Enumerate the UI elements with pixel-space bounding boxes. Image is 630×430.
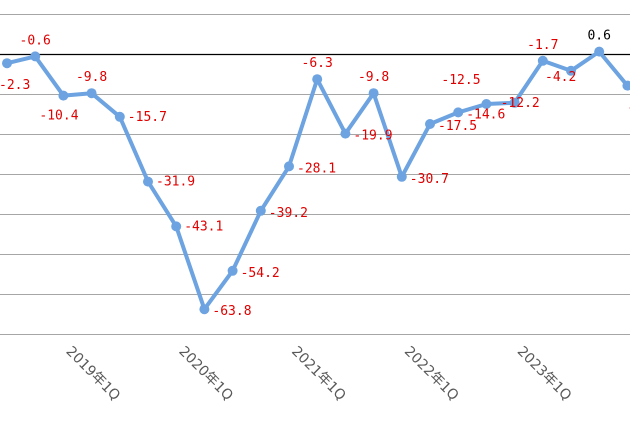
data-point: [566, 65, 576, 76]
data-label: -4.2: [545, 70, 576, 85]
data-label: -54.2: [241, 266, 280, 281]
data-point: [368, 88, 379, 99]
data-label: -0.6: [20, 33, 51, 48]
x-tick-label: 2020年1Q: [175, 344, 236, 405]
data-point: [537, 55, 548, 66]
data-point: [227, 265, 238, 276]
data-label: -28.1: [297, 161, 336, 176]
data-point: [284, 161, 294, 172]
x-axis-tick-labels: 2019年1Q 2020年1Q 2021年1Q 2022年1Q 2023年1Q 20: [63, 344, 630, 405]
data-point: [255, 205, 266, 216]
data-point: [622, 80, 630, 91]
data-point: [58, 90, 69, 101]
series-line: [5, 49, 630, 312]
data-point: [509, 97, 520, 108]
data-label: -9.8: [76, 70, 107, 85]
gridlines: [0, 14, 630, 335]
data-label: -14.6: [466, 107, 505, 122]
data-label: -15.7: [128, 110, 167, 125]
data-point: [2, 58, 12, 69]
data-label: -10.4: [39, 109, 78, 124]
x-tick-label: 2022年1Q: [401, 344, 462, 405]
data-label: -: [627, 101, 630, 116]
data-point: [171, 221, 182, 232]
data-point: [425, 119, 435, 129]
data-label: 0.6: [587, 29, 610, 44]
x-tick-label: 20: [627, 344, 630, 368]
data-point: [199, 304, 210, 315]
data-label: -1.7: [527, 38, 558, 53]
data-label: -19.9: [353, 129, 392, 144]
data-point: [312, 74, 323, 85]
data-point: [453, 107, 464, 118]
data-label: -43.1: [184, 219, 223, 234]
data-label: -12.5: [441, 73, 480, 88]
data-point: [396, 171, 407, 182]
data-label: -39.2: [269, 206, 308, 221]
data-label: -6.3: [302, 56, 333, 71]
data-point: [114, 111, 125, 122]
series-line-group: [5, 49, 630, 312]
data-label: -31.9: [156, 175, 195, 190]
data-point: [481, 99, 492, 109]
data-point: [86, 88, 97, 99]
data-label: -17.5: [438, 119, 477, 134]
x-tick-label: 2019年1Q: [63, 344, 124, 405]
data-label: -12.2: [501, 96, 540, 111]
data-point: [143, 176, 153, 187]
data-label: -63.8: [212, 304, 251, 319]
data-label: -9.8: [358, 70, 389, 85]
data-point: [30, 51, 41, 62]
data-point: [340, 128, 351, 139]
data-point: [594, 46, 605, 57]
data-points: [2, 46, 630, 315]
data-label: -2.3: [0, 78, 30, 93]
data-labels: -2.3-0.6-10.4-9.8-15.7-31.9-43.1-63.8-54…: [0, 29, 630, 320]
x-tick-label: 2023年1Q: [514, 344, 575, 405]
x-tick-label: 2021年1Q: [288, 344, 349, 405]
data-label: -30.7: [410, 172, 449, 187]
